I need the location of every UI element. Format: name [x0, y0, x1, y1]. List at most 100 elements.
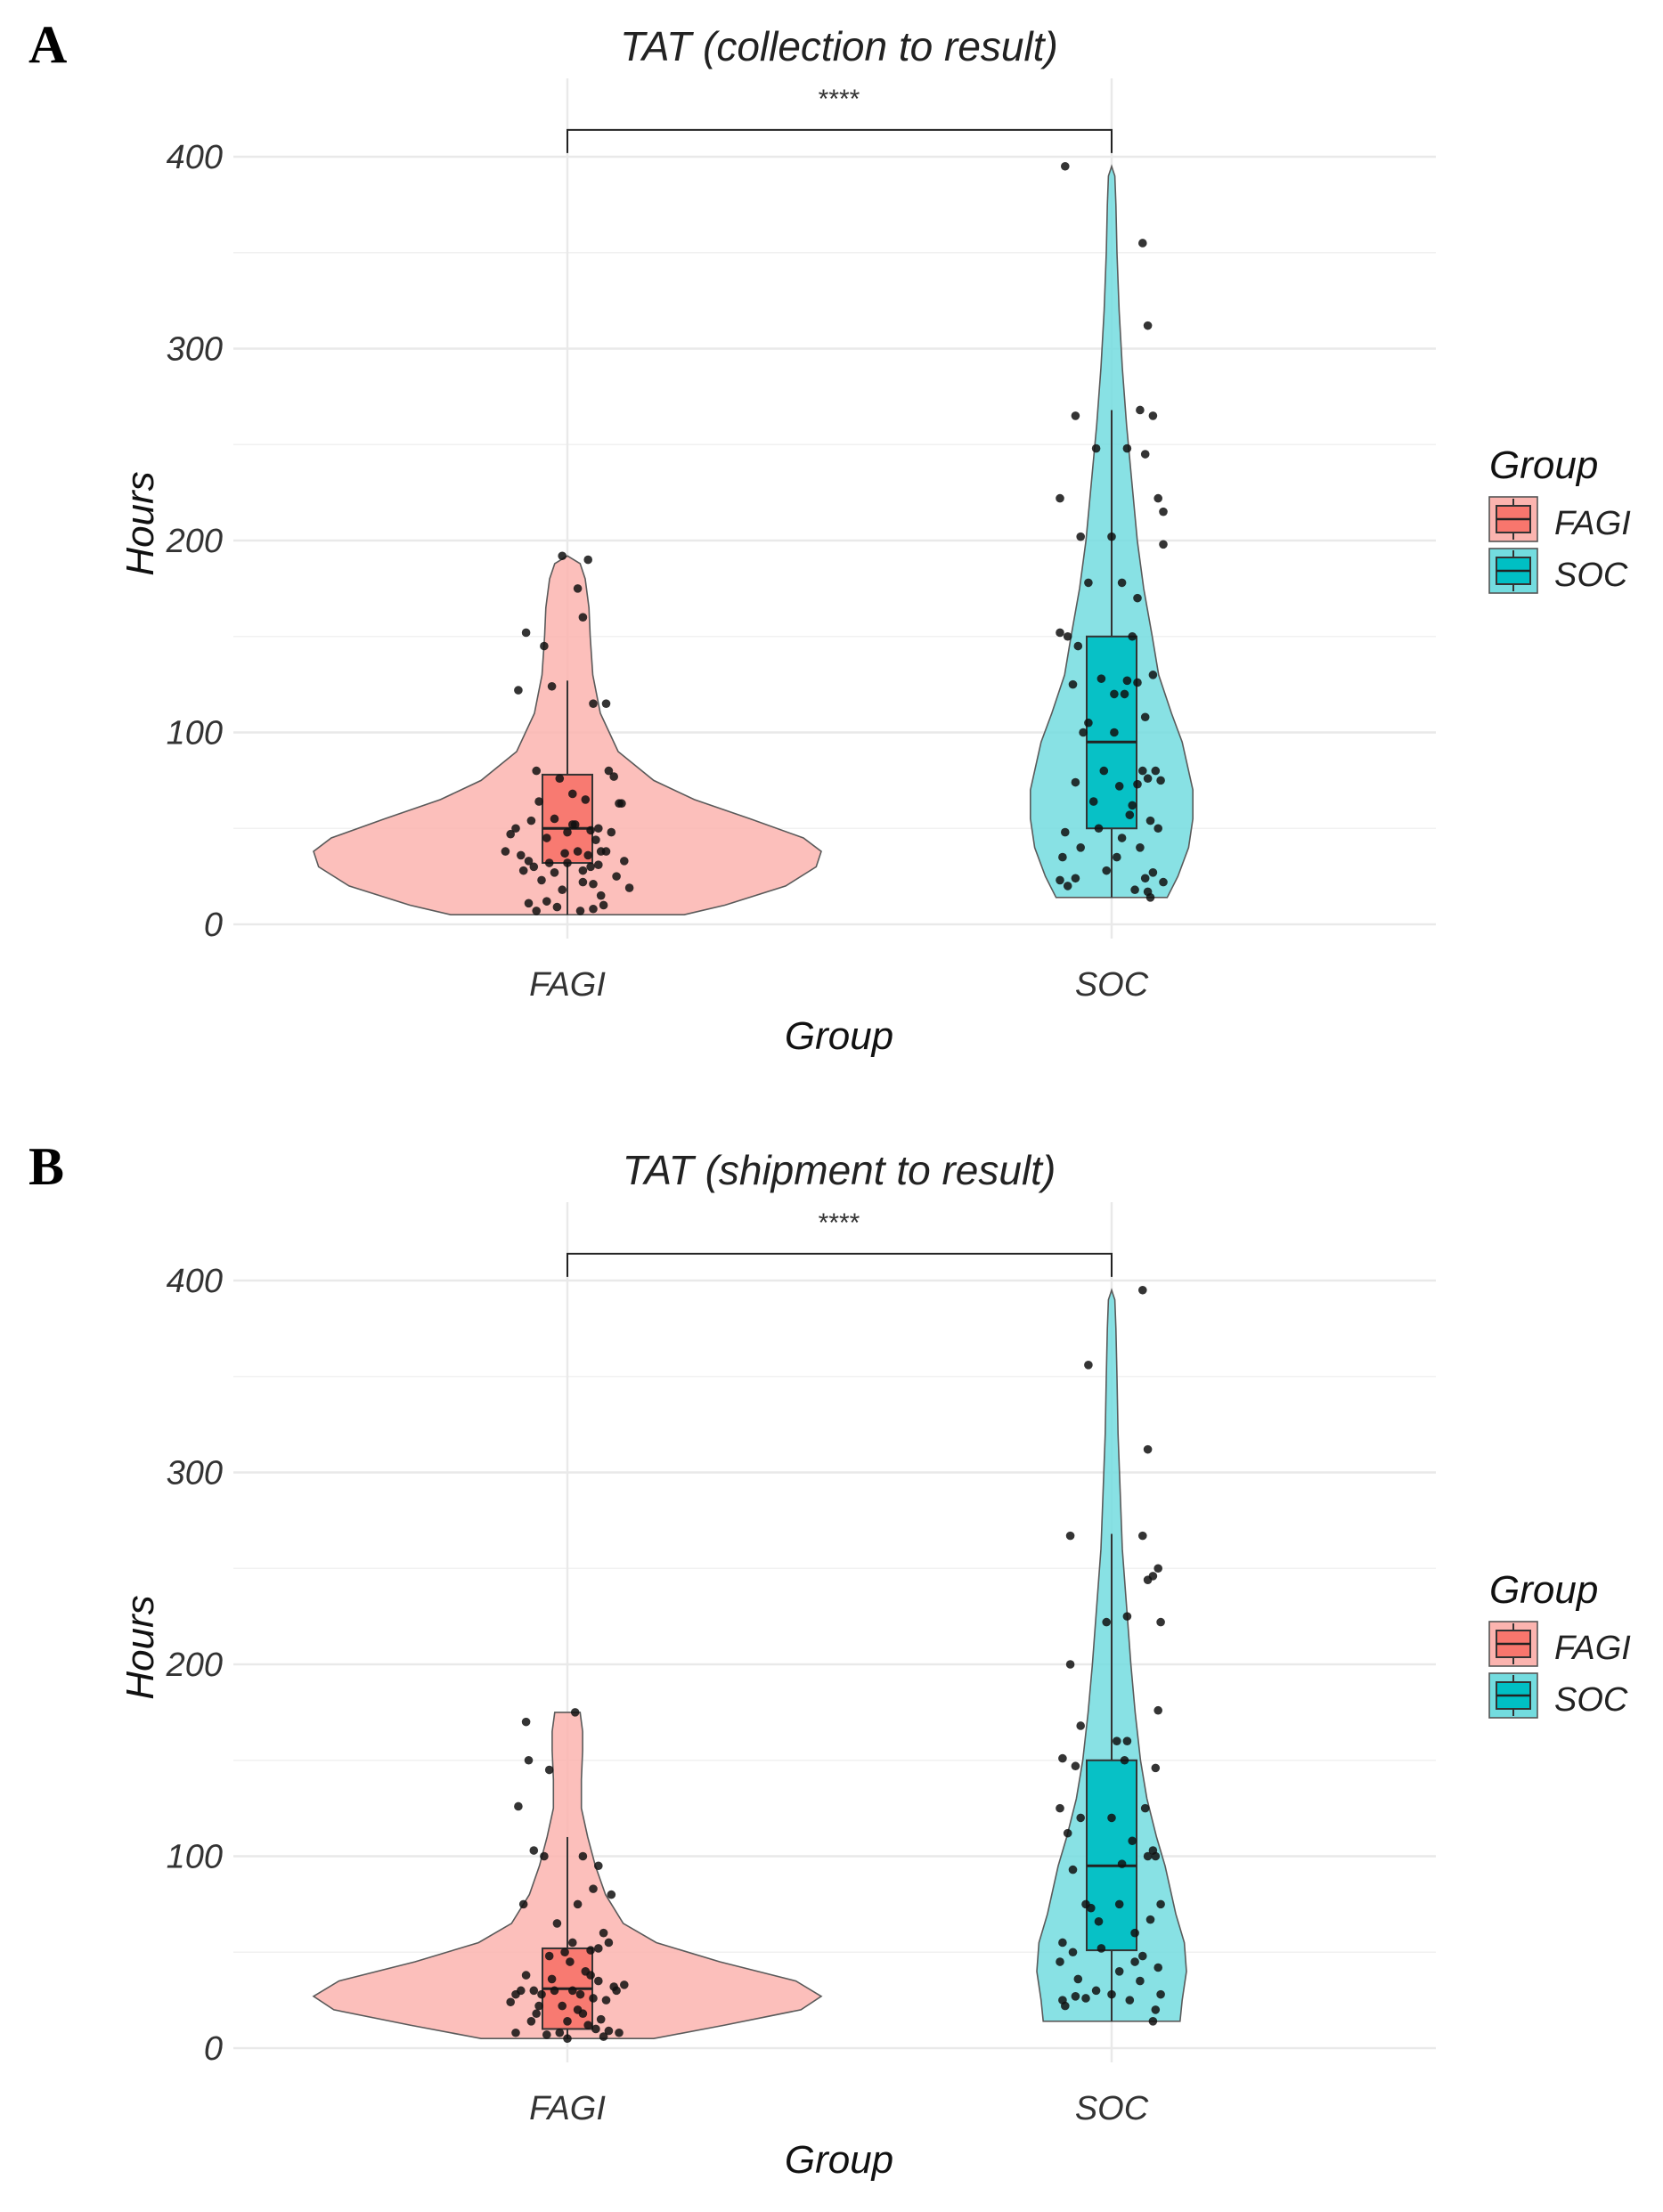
data-point	[591, 835, 600, 844]
data-point	[524, 1755, 534, 1765]
data-point	[1120, 1755, 1129, 1765]
legend-label: FAGI	[1554, 505, 1631, 542]
data-point	[609, 772, 618, 781]
data-point	[1068, 1865, 1078, 1875]
data-point	[1145, 893, 1155, 902]
data-point	[1140, 712, 1150, 722]
y-tick-label: 100	[167, 1839, 223, 1876]
data-point	[589, 1884, 598, 1893]
data-point	[1058, 1938, 1067, 1948]
data-point	[1091, 1986, 1101, 1996]
data-point	[511, 1989, 520, 1999]
data-point	[594, 824, 603, 834]
data-point	[1113, 852, 1121, 862]
data-point	[601, 699, 611, 708]
data-point	[563, 827, 572, 837]
data-point	[521, 628, 531, 638]
data-point	[1056, 1957, 1064, 1966]
data-point	[1140, 1803, 1150, 1813]
data-point	[560, 849, 569, 858]
data-point	[1087, 1903, 1096, 1913]
data-point	[568, 789, 577, 799]
data-point	[529, 1986, 539, 1996]
panel-a: A TAT (collection to result) Group Hours…	[29, 15, 1631, 1058]
data-point	[1056, 875, 1064, 885]
data-point	[537, 1989, 546, 1999]
data-point	[560, 1948, 569, 1957]
data-point	[589, 879, 598, 889]
data-point	[532, 766, 541, 776]
data-point	[514, 1801, 523, 1811]
data-point	[575, 1989, 585, 1999]
data-point	[596, 2014, 606, 2024]
data-point	[1063, 631, 1072, 641]
data-point	[1113, 1736, 1121, 1745]
y-tick-label: 200	[166, 523, 223, 560]
data-point	[1143, 321, 1153, 330]
data-point	[521, 1971, 531, 1980]
data-point	[550, 814, 559, 824]
data-point	[542, 2030, 551, 2039]
data-point	[1076, 1721, 1085, 1730]
data-point	[1130, 1957, 1139, 1966]
data-point	[1128, 1836, 1137, 1846]
y-tick-label: 400	[167, 139, 223, 176]
data-point	[1102, 1617, 1111, 1627]
legend-entry-fagi: FAGI	[1554, 1630, 1631, 1667]
data-point	[1094, 824, 1104, 834]
data-point	[544, 1951, 554, 1961]
data-point	[1084, 1361, 1093, 1370]
legend-title: Group	[1489, 1568, 1598, 1612]
data-point	[563, 2017, 572, 2026]
data-point	[1143, 774, 1153, 784]
data-point	[599, 1928, 608, 1938]
data-point	[524, 899, 534, 908]
data-point	[518, 866, 528, 875]
data-point	[1128, 801, 1137, 810]
data-point	[607, 827, 616, 837]
data-point	[1071, 1992, 1080, 2001]
data-point	[1154, 824, 1162, 834]
y-tick-label: 300	[167, 1455, 223, 1492]
data-point	[1076, 1813, 1085, 1823]
data-point	[589, 699, 598, 708]
legend-entry-fagi: FAGI	[1554, 505, 1631, 542]
data-point	[568, 1986, 577, 1996]
data-point	[1110, 728, 1119, 737]
data-point	[620, 857, 629, 866]
data-point	[555, 2028, 565, 2037]
data-point	[537, 875, 546, 885]
legend-title: Group	[1489, 443, 1598, 487]
chart-title: TAT (shipment to result)	[623, 1147, 1056, 1193]
data-point	[1159, 877, 1168, 887]
data-point	[550, 868, 559, 877]
data-point	[563, 858, 572, 867]
data-point	[578, 877, 588, 887]
data-point	[1151, 2005, 1161, 2014]
data-point	[599, 2032, 608, 2041]
data-point	[1148, 411, 1158, 420]
data-point	[1061, 161, 1070, 171]
data-point	[558, 551, 567, 561]
data-point	[1138, 1285, 1147, 1295]
legend-label: SOC	[1554, 1681, 1628, 1719]
data-point	[583, 555, 592, 565]
data-point	[617, 799, 626, 809]
data-point	[591, 2024, 600, 2034]
data-point	[1107, 1989, 1116, 1999]
data-point	[594, 1861, 603, 1871]
data-point	[1099, 766, 1109, 776]
data-point	[604, 1938, 614, 1948]
data-point	[1071, 411, 1080, 420]
data-point	[594, 1944, 603, 1953]
data-point	[1151, 1851, 1161, 1861]
significance-bracket	[567, 1252, 1113, 1277]
y-tick-label: 200	[166, 1647, 223, 1684]
data-point	[607, 1890, 616, 1899]
data-point	[1114, 1967, 1124, 1976]
data-point	[506, 829, 515, 839]
data-point	[529, 862, 539, 872]
data-point	[1151, 1763, 1161, 1773]
significance-label: ****	[819, 85, 860, 114]
